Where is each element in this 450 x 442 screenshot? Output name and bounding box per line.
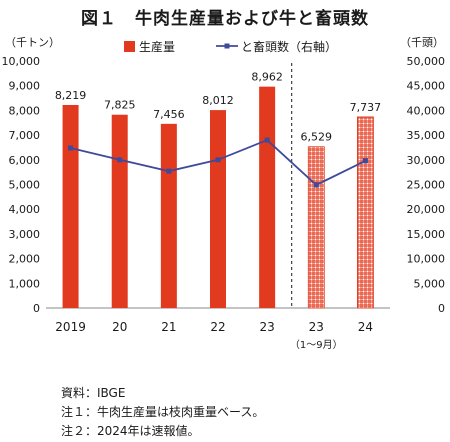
bar-value-label: 8,012 [202,94,234,107]
legend-swatch-bar [124,41,135,52]
y2-tick-label: 45,000 [407,80,446,93]
y-tick-label: 9,000 [9,80,41,93]
x-tick-label: 20 [112,320,127,334]
legend-swatch-marker [224,43,230,49]
left-axis-unit: （千トン） [5,36,60,49]
x-tick-label: 23 [260,320,275,334]
y-tick-label: 8,000 [9,104,41,117]
bar [111,114,128,308]
bar-value-label: 8,219 [55,89,87,102]
bar-value-label: 7,737 [350,101,382,114]
chart-area: 0 1,000 2,000 3,000 4,000 5,000 6,000 7,000 8,00… [2,39,446,351]
x-tick-label: 21 [161,320,176,334]
y2-tick-label: 15,000 [407,228,446,241]
y2-tick-label: 35,000 [407,129,446,142]
y2-tick-label: 0 [438,302,445,315]
legend-label-bar: 生産量 [139,39,175,54]
line-marker [215,157,221,163]
bar-value-label: 7,456 [153,108,185,121]
bar [62,104,79,309]
bar [160,123,177,309]
y2-tick-label: 30,000 [407,154,446,167]
line-marker [117,157,123,163]
y-tick-label: 5,000 [9,179,41,192]
y-tick-label: 6,000 [9,154,41,167]
bar-value-label: 8,962 [251,71,283,84]
line-marker [68,145,74,151]
line-marker [313,182,319,188]
bar [210,110,226,308]
legend-label-line: と畜頭数（右軸） [241,39,337,54]
y-tick-label: 10,000 [2,55,41,68]
right-axis-unit: （千頭） [400,36,444,49]
y-tick-label: 7,000 [9,129,41,142]
x-tick-label: 24 [358,320,373,334]
bar [357,116,374,309]
y2-tick-label: 10,000 [407,253,446,266]
y-tick-label: 2,000 [9,253,41,266]
bar-value-label: 7,825 [104,99,136,112]
y-tick-label: 4,000 [9,203,41,216]
line-marker [166,168,172,174]
bar-value-label: 6,529 [301,131,333,144]
y2-tick-label: 20,000 [407,203,446,216]
note-2: 注２：2024年は速報値。 [61,424,200,438]
y2-tick-label: 25,000 [407,179,446,192]
x-tick-label: 2019 [55,320,86,334]
note-source: 資料：IBGE [61,386,126,400]
y2-tick-label: 50,000 [407,55,446,68]
chart-title: 図１ 牛肉生産量および牛と畜頭数 [81,9,369,29]
notes: 資料：IBGE 注１：牛肉生産量は枝肉重量ベース。 注２：2024年は速報値。 [61,384,264,441]
line-marker [362,158,368,164]
note-1: 注１：牛肉生産量は枝肉重量ベース。 [61,405,265,419]
x-tick-sublabel: （1～9月） [290,339,343,351]
line-marker [264,137,270,143]
y-tick-label: 1,000 [9,277,41,290]
y2-tick-label: 5,000 [414,277,446,290]
x-tick-label: 22 [210,320,225,334]
bar [307,146,325,309]
y2-tick-label: 40,000 [407,104,446,117]
y-tick-label: 3,000 [9,228,41,241]
bar [259,86,276,308]
y-tick-label: 0 [33,302,40,315]
x-tick-label: 23 [309,320,324,334]
